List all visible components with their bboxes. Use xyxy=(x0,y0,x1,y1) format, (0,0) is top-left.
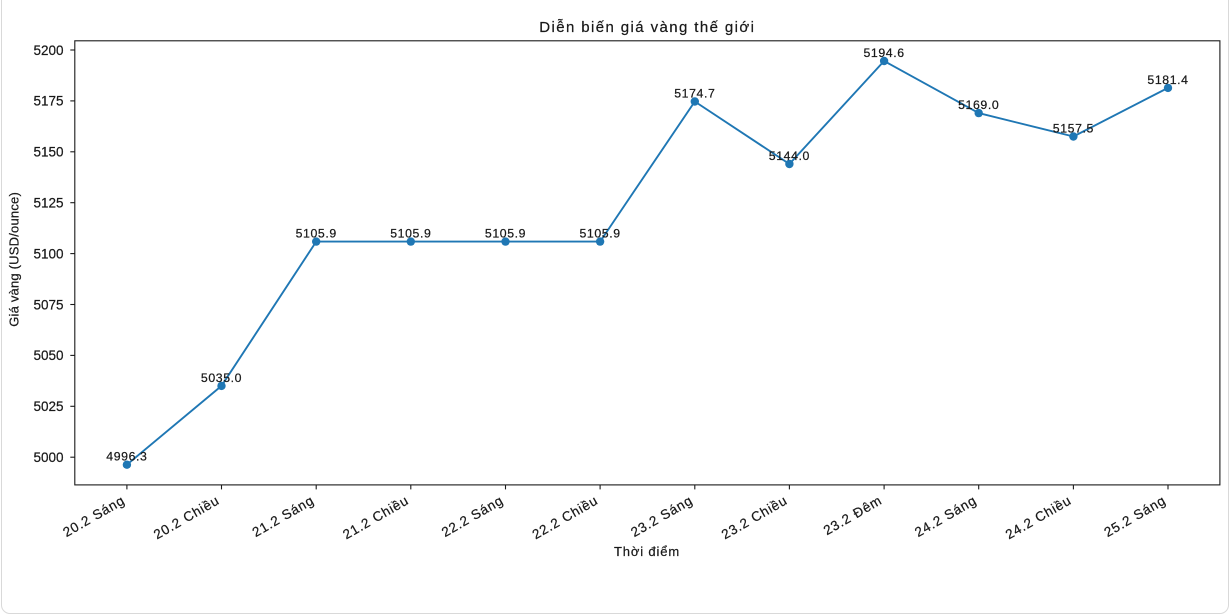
svg-text:5100: 5100 xyxy=(33,246,63,261)
svg-text:5150: 5150 xyxy=(33,145,63,160)
svg-text:5175: 5175 xyxy=(33,94,63,109)
svg-text:5174.7: 5174.7 xyxy=(674,87,715,101)
svg-text:Diễn biến giá vàng thế giới: Diễn biến giá vàng thế giới xyxy=(539,19,755,36)
svg-text:5169.0: 5169.0 xyxy=(958,98,999,112)
svg-text:Giá vàng (USD/ounce): Giá vàng (USD/ounce) xyxy=(7,192,22,327)
svg-text:5000: 5000 xyxy=(33,450,63,465)
svg-text:22.2 Sáng: 22.2 Sáng xyxy=(439,493,506,540)
svg-text:5181.4: 5181.4 xyxy=(1147,73,1188,87)
svg-text:20.2 Chiều: 20.2 Chiều xyxy=(151,493,222,543)
svg-text:23.2 Đêm: 23.2 Đêm xyxy=(821,493,885,538)
svg-text:5075: 5075 xyxy=(33,297,63,312)
svg-text:21.2 Sáng: 21.2 Sáng xyxy=(250,493,317,540)
svg-text:5200: 5200 xyxy=(33,43,63,58)
svg-text:5105.9: 5105.9 xyxy=(296,227,337,241)
svg-text:24.2 Sáng: 24.2 Sáng xyxy=(912,493,979,540)
svg-text:Thời điểm: Thời điểm xyxy=(614,544,680,559)
svg-text:5194.6: 5194.6 xyxy=(863,46,904,60)
svg-text:5157.5: 5157.5 xyxy=(1053,122,1094,136)
svg-text:5125: 5125 xyxy=(33,196,63,211)
svg-text:5025: 5025 xyxy=(33,399,63,414)
svg-text:23.2 Sáng: 23.2 Sáng xyxy=(628,493,695,540)
svg-text:5050: 5050 xyxy=(33,348,63,363)
svg-text:22.2 Chiều: 22.2 Chiều xyxy=(530,493,601,543)
svg-text:5105.9: 5105.9 xyxy=(485,227,526,241)
svg-text:5105.9: 5105.9 xyxy=(390,227,431,241)
svg-text:5105.9: 5105.9 xyxy=(579,227,620,241)
svg-text:23.2 Chiều: 23.2 Chiều xyxy=(719,493,790,543)
svg-text:25.2 Sáng: 25.2 Sáng xyxy=(1101,493,1168,540)
svg-text:5035.0: 5035.0 xyxy=(201,371,242,385)
svg-text:5144.0: 5144.0 xyxy=(769,149,810,163)
svg-text:24.2 Chiều: 24.2 Chiều xyxy=(1003,493,1074,543)
svg-text:4996.3: 4996.3 xyxy=(106,450,147,464)
svg-text:21.2 Chiều: 21.2 Chiều xyxy=(340,493,411,543)
svg-text:20.2 Sáng: 20.2 Sáng xyxy=(60,493,127,540)
